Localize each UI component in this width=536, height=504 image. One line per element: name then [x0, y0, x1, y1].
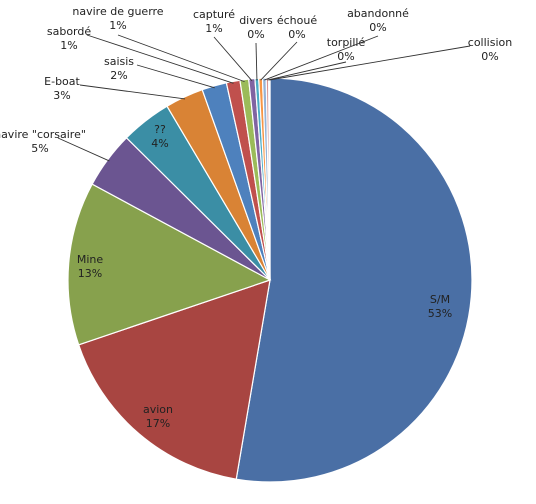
slice-name: avion [143, 403, 173, 416]
slice-name: abandonné [347, 7, 409, 20]
data-label-avion: avion 17% [143, 403, 173, 430]
slice-name: ?? [154, 123, 166, 136]
leader-line-torpill [267, 61, 347, 81]
slice-name: saisis [104, 55, 134, 68]
slice-name: navire de guerre [72, 5, 163, 18]
data-label-navire-corsaire: navire "corsaire" 5% [0, 128, 86, 155]
data-label-collision: collision 0% [468, 36, 512, 63]
slice-name: collision [468, 36, 512, 49]
pie-slices [67, 77, 473, 483]
data-label-abandonn: abandonné 0% [347, 7, 409, 34]
pie-slice-avion [77, 279, 271, 480]
data-label-e-boat: E-boat 3% [44, 75, 80, 102]
leader-line-navire-corsaire [57, 137, 110, 162]
data-label-unknown: ?? 4% [151, 123, 168, 150]
data-label-s-m: S/M 53% [428, 293, 452, 320]
pie-labels: S/M 53% avion 17% Mine 13% navire "corsaire" 5%… [0, 5, 512, 430]
slice-name: échoué [277, 14, 317, 27]
slice-name: sabordé [47, 25, 91, 38]
slice-name: capturé [193, 8, 235, 21]
data-label-captur: capturé 1% [193, 8, 235, 35]
slice-name: Mine [77, 253, 104, 266]
data-label-navire-de-guerre: navire de guerre 1% [72, 5, 163, 32]
slice-percent: 1% [60, 39, 77, 52]
leader-line-divers [255, 42, 258, 81]
slice-percent: 2% [110, 69, 127, 82]
leader-line-e-boat [79, 84, 186, 100]
slice-percent: 5% [31, 142, 48, 155]
data-label-torpill: torpillé 0% [327, 36, 366, 63]
slice-percent: 53% [428, 307, 452, 320]
pie-slice-mine [67, 183, 272, 346]
pie-slice-s-m [235, 77, 473, 483]
leader-line-captur [213, 36, 253, 82]
leader-line-navire-de-guerre [117, 34, 245, 83]
leader-line-collision [269, 45, 471, 81]
slice-percent: 0% [288, 28, 305, 41]
data-label-mine: Mine 13% [77, 253, 104, 280]
leader-line-sabord [86, 34, 234, 84]
slice-name: divers [239, 14, 273, 27]
slice-name: torpillé [327, 36, 366, 49]
data-label-divers: divers 0% [239, 14, 273, 41]
slice-name: S/M [430, 293, 450, 306]
slice-percent: 0% [337, 50, 354, 63]
slice-percent: 3% [53, 89, 70, 102]
slice-percent: 0% [369, 21, 386, 34]
leader-line-saisis [136, 64, 215, 89]
slice-name: E-boat [44, 75, 80, 88]
slice-name: navire "corsaire" [0, 128, 86, 141]
slice-percent: 17% [146, 417, 170, 430]
slice-percent: 1% [109, 19, 126, 32]
leader-line-chou [260, 41, 298, 81]
data-label-sabord: sabordé 1% [47, 25, 91, 52]
slice-percent: 4% [151, 137, 168, 150]
leader-line-abandonn [264, 35, 379, 81]
slice-percent: 0% [247, 28, 264, 41]
slice-percent: 1% [205, 22, 222, 35]
slice-percent: 0% [481, 50, 498, 63]
data-label-chou: échoué 0% [277, 14, 317, 41]
data-label-saisis: saisis 2% [104, 55, 134, 82]
slice-percent: 13% [78, 267, 102, 280]
